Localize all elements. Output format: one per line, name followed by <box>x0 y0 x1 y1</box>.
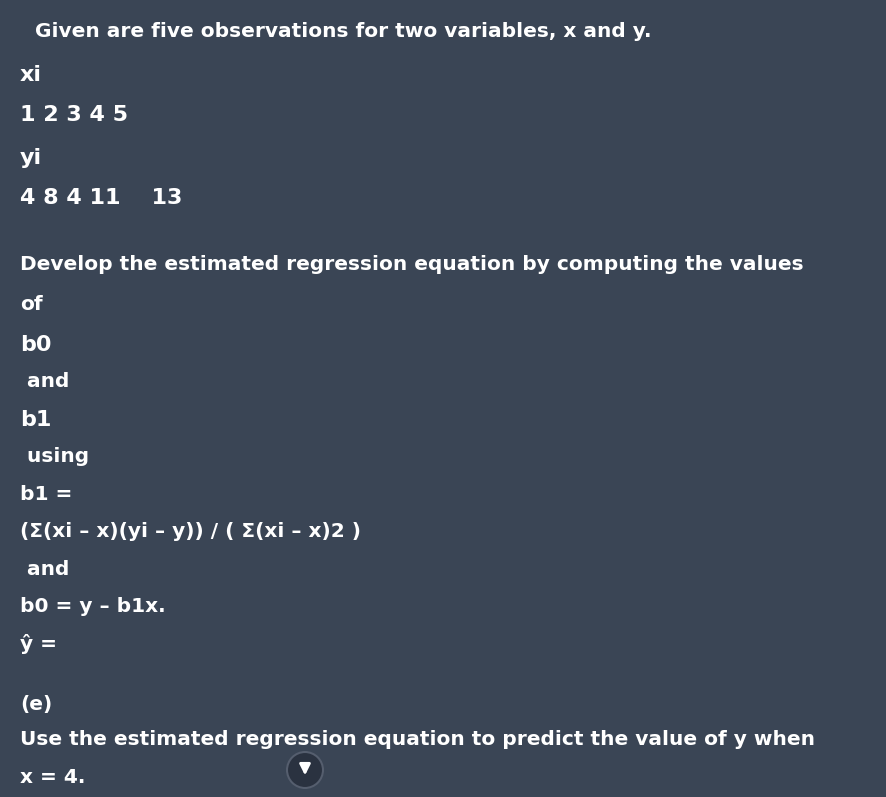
Text: of: of <box>20 295 43 314</box>
Text: (Σ(xi – x)(yi – y)) / ( Σ(xi – x)2 ): (Σ(xi – x)(yi – y)) / ( Σ(xi – x)2 ) <box>20 522 361 541</box>
Text: Given are five observations for two variables, x and y.: Given are five observations for two vari… <box>35 22 651 41</box>
Text: b1: b1 <box>20 410 51 430</box>
Text: yi: yi <box>20 148 43 168</box>
Text: ŷ =: ŷ = <box>20 634 57 654</box>
Text: b1 =: b1 = <box>20 485 73 504</box>
Text: and: and <box>20 372 69 391</box>
Text: Develop the estimated regression equation by computing the values: Develop the estimated regression equatio… <box>20 255 804 274</box>
Text: xi: xi <box>20 65 42 85</box>
Text: and: and <box>20 560 69 579</box>
Text: (e): (e) <box>20 695 52 714</box>
Text: using: using <box>20 447 89 466</box>
Text: 4 8 4 11    13: 4 8 4 11 13 <box>20 188 183 208</box>
Text: 1 2 3 4 5: 1 2 3 4 5 <box>20 105 128 125</box>
Text: x = 4.: x = 4. <box>20 768 85 787</box>
Circle shape <box>287 752 323 788</box>
Text: b0 = y – b1x.: b0 = y – b1x. <box>20 597 166 616</box>
Text: b0: b0 <box>20 335 51 355</box>
Text: Use the estimated regression equation to predict the value of y when: Use the estimated regression equation to… <box>20 730 815 749</box>
